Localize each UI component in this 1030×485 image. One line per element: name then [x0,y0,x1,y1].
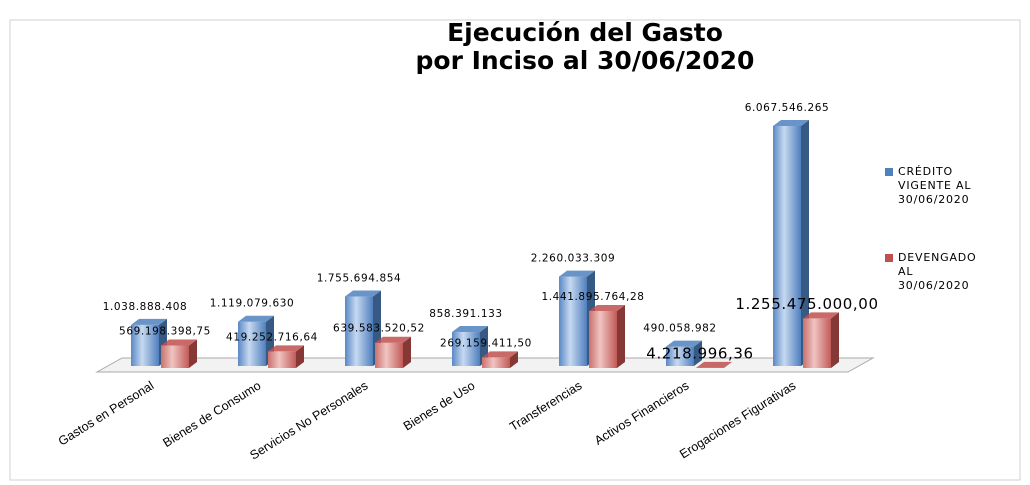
x-tick-label: Transferencias [507,378,584,433]
bar-top [375,336,411,343]
bar-side [617,304,625,368]
bar-side [510,351,518,368]
bar [803,312,839,368]
legend-swatch [885,254,893,262]
x-tick-label: Bienes de Consumo [160,378,263,450]
x-tick-label: Erogaciones Figurativas [677,378,798,461]
chart-title: por Inciso al 30/06/2020 [416,46,755,75]
value-label: 639.583.520,52 [333,323,425,335]
bar-front [268,351,296,368]
value-label: 1.755.694.854 [317,273,402,285]
bar [375,336,411,368]
chart-frame [9,19,1021,481]
bar-top [238,315,274,322]
bar-top [803,312,839,319]
bar-side [403,336,411,368]
value-label: 1.038.888.408 [103,301,188,313]
bar-top [452,326,488,333]
value-label: 269.159.411,50 [440,337,532,349]
value-label: 1.119.079.630 [210,298,295,310]
legend-swatch [885,168,893,176]
legend-label: DEVENGADO AL 30/06/2020 [898,251,977,292]
bar [666,340,702,366]
bar-top [559,270,595,277]
bar-front [131,324,159,366]
x-tick-label: Bienes de Uso [401,378,477,433]
bar [482,351,518,368]
bar-front [589,310,617,368]
bar-side [694,340,702,366]
value-label: 858.391.133 [429,308,502,320]
bar-front [803,318,831,368]
bar-top [131,318,167,325]
value-label: 490.058.982 [643,323,716,335]
bar-front [238,321,266,366]
bar-front [345,296,373,366]
bar-side [724,361,732,368]
bar [589,304,625,368]
bar-front [482,357,510,368]
bar-front [452,332,480,366]
value-label: 569.198.398,75 [119,325,211,337]
bar-top [161,339,197,346]
bar [268,345,304,368]
chart-title: Ejecución del Gasto [447,18,723,47]
value-label: 2.260.033.309 [531,253,616,265]
bar-top [345,290,381,297]
bar [161,339,197,368]
bar-front [161,345,189,368]
bar-front [666,346,694,366]
bar-top [696,361,732,368]
bar-top [268,345,304,352]
bar-front [375,342,403,368]
bar-top [666,340,702,347]
legend-label: CRÉDITO VIGENTE AL 30/06/2020 [898,165,971,206]
bar-front [773,126,801,366]
bar-side [189,339,197,368]
x-tick-label: Gastos en Personal [56,378,157,448]
value-label: 4.218.996,36 [646,344,753,362]
value-label: 1.441.895.764,28 [541,291,644,303]
value-label: 6.067.546.265 [745,102,830,114]
bar-top [589,304,625,311]
value-label: 1.255.475.000,00 [735,295,878,313]
bar-top [773,120,809,126]
value-label: 419.252.716,64 [226,331,318,343]
bar-side [296,345,304,368]
bar-front [559,276,587,366]
bar-top [482,351,518,358]
bar [773,120,809,366]
bar-side [831,312,839,368]
bar-side [801,120,809,366]
x-tick-label: Servicios No Personales [247,378,370,462]
x-tick-label: Activos Financieros [592,378,691,447]
bar [696,361,732,368]
